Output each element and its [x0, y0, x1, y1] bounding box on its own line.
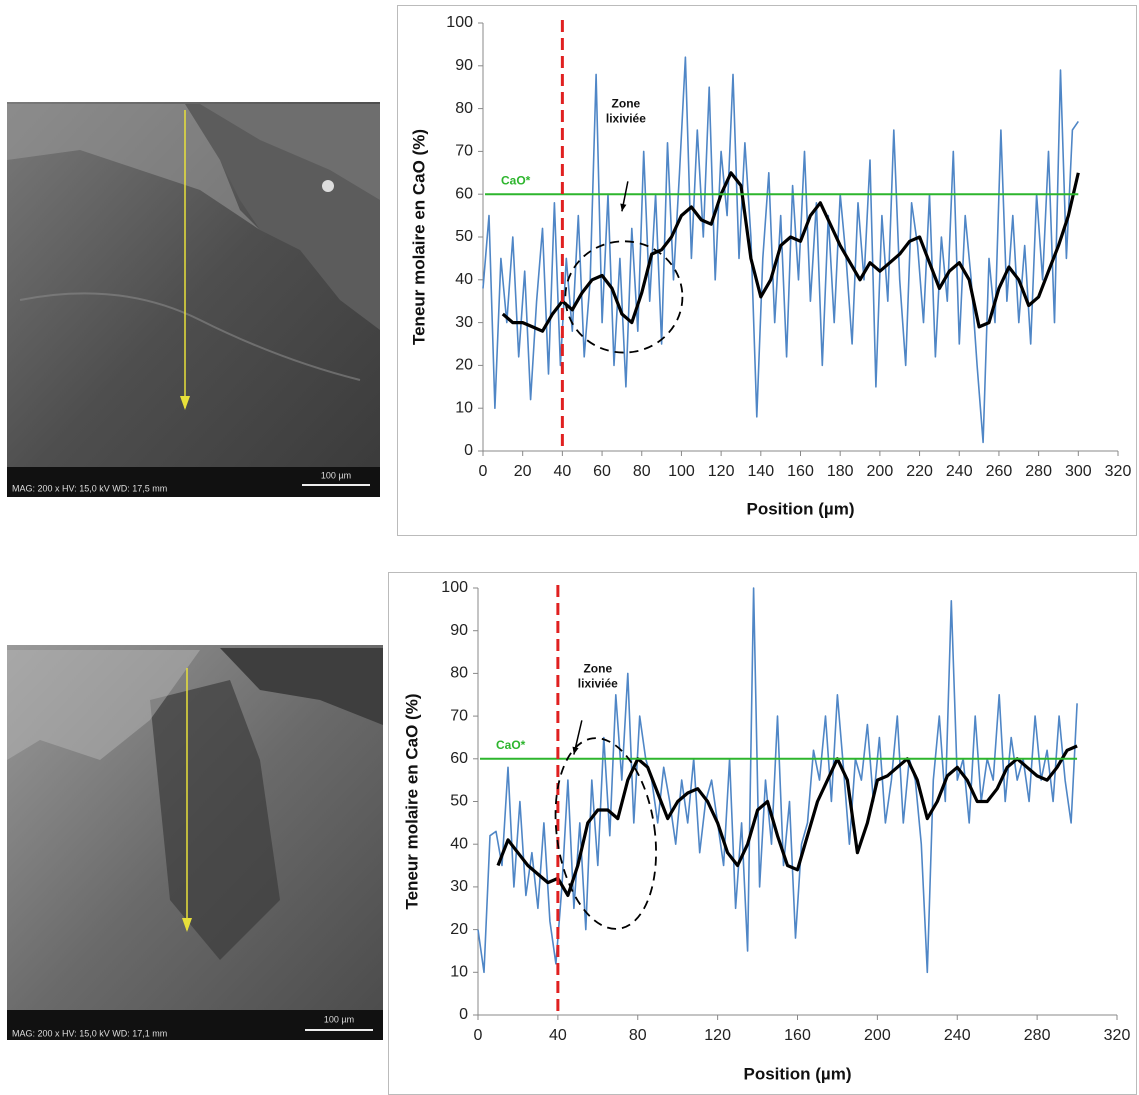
y-axis-label: Teneur molaire en CaO (%) [402, 693, 421, 909]
y-tick-label: 30 [455, 314, 473, 331]
y-axis-label: Teneur molaire en CaO (%) [409, 129, 428, 345]
annotation: lixiviée [578, 676, 618, 690]
y-tick-label: 40 [455, 271, 473, 288]
zone-ellipse [554, 737, 657, 930]
y-tick-label: 0 [464, 442, 473, 459]
y-tick-label: 0 [459, 1006, 468, 1023]
scale-bar-label: 100 µm [321, 470, 351, 480]
annotation: Zone [583, 661, 612, 675]
y-tick-label: 80 [455, 100, 473, 117]
x-axis-label: Position (µm) [743, 1064, 851, 1083]
y-tick-label: 30 [450, 878, 468, 895]
x-tick-label: 260 [986, 463, 1013, 480]
data-line [501, 171, 1080, 333]
x-tick-label: 40 [553, 463, 571, 480]
x-tick-label: 160 [784, 1027, 811, 1044]
x-tick-label: 100 [668, 463, 695, 480]
y-tick-label: 50 [450, 793, 468, 810]
x-tick-label: 240 [946, 463, 973, 480]
y-tick-label: 60 [455, 185, 473, 202]
sem-image: MAG: 200 x HV: 15,0 kV WD: 17,1 mm 100 µ… [7, 645, 383, 1040]
x-tick-label: 140 [747, 463, 774, 480]
x-tick-label: 300 [1065, 463, 1092, 480]
reference-label: CaO* [501, 173, 531, 187]
x-tick-label: 20 [514, 463, 532, 480]
x-tick-label: 320 [1104, 1027, 1131, 1044]
x-tick-label: 320 [1105, 463, 1132, 480]
x-tick-label: 180 [827, 463, 854, 480]
data-line [477, 587, 1078, 974]
x-tick-label: 280 [1025, 463, 1052, 480]
data-line [496, 744, 1078, 897]
x-tick-label: 160 [787, 463, 814, 480]
x-tick-label: 120 [708, 463, 735, 480]
annotation: Zone [612, 96, 641, 110]
data-line [482, 56, 1079, 444]
y-tick-label: 100 [446, 14, 473, 31]
x-tick-label: 240 [944, 1027, 971, 1044]
reference-label: CaO* [496, 738, 526, 752]
x-tick-label: 80 [629, 1027, 647, 1044]
x-tick-label: 280 [1024, 1027, 1051, 1044]
y-tick-label: 90 [455, 57, 473, 74]
y-tick-label: 10 [455, 399, 473, 416]
x-tick-label: 80 [633, 463, 651, 480]
x-tick-label: 120 [704, 1027, 731, 1044]
y-tick-label: 70 [455, 143, 473, 160]
y-tick-label: 50 [455, 228, 473, 245]
annotation: lixiviée [606, 111, 646, 125]
x-tick-label: 200 [864, 1027, 891, 1044]
x-tick-label: 60 [593, 463, 611, 480]
zone-ellipse [564, 240, 684, 354]
y-tick-label: 100 [441, 579, 468, 596]
sem-info: MAG: 200 x HV: 15,0 kV WD: 17,1 mm [12, 1028, 167, 1038]
arrow-head [572, 746, 579, 755]
y-tick-label: 90 [450, 622, 468, 639]
arrow-head [620, 203, 627, 212]
x-tick-label: 0 [474, 1027, 483, 1044]
y-tick-label: 60 [450, 750, 468, 767]
sem-info: MAG: 200 x HV: 15,0 kV WD: 17,5 mm [12, 483, 167, 493]
y-tick-label: 10 [450, 964, 468, 981]
x-axis-label: Position (µm) [746, 499, 854, 518]
x-tick-label: 220 [906, 463, 933, 480]
x-tick-label: 40 [549, 1027, 567, 1044]
x-tick-label: 200 [867, 463, 894, 480]
y-tick-label: 40 [450, 835, 468, 852]
sem-image: MAG: 200 x HV: 15,0 kV WD: 17,5 mm 100 µ… [7, 102, 380, 497]
y-tick-label: 20 [455, 357, 473, 374]
x-tick-label: 0 [479, 463, 488, 480]
y-tick-label: 20 [450, 921, 468, 938]
scale-bar-label: 100 µm [324, 1014, 354, 1024]
y-tick-label: 70 [450, 707, 468, 724]
y-tick-label: 80 [450, 665, 468, 682]
